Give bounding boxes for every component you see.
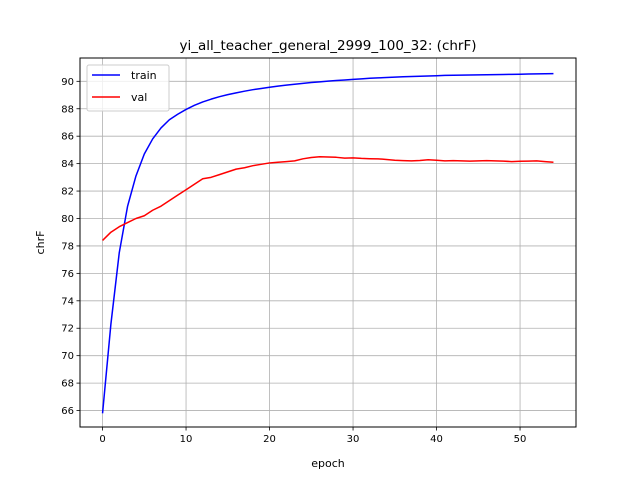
train-line <box>101 72 554 414</box>
x-axis-label: epoch <box>311 457 345 470</box>
x-tick-label: 50 <box>514 434 527 445</box>
grid <box>80 58 576 427</box>
y-tick-label: 66 <box>61 406 74 417</box>
y-tick-label: 88 <box>61 104 74 115</box>
plot-frame <box>79 57 577 428</box>
legend-box <box>86 64 170 112</box>
legend: train val <box>86 64 170 112</box>
x-tick-label: 40 <box>430 434 443 445</box>
y-tick-label: 72 <box>61 324 74 335</box>
y-tick-label: 90 <box>61 77 74 88</box>
y-tick-label: 70 <box>61 351 74 362</box>
x-tick-label: 10 <box>180 434 193 445</box>
x-tick-label: 20 <box>263 434 276 445</box>
legend-val-label: val <box>131 91 147 104</box>
y-tick-label: 74 <box>61 296 74 307</box>
x-tick-label: 0 <box>99 434 105 445</box>
y-tick-label: 84 <box>61 159 74 170</box>
y-tick-label: 82 <box>61 187 74 198</box>
y-tick-label: 80 <box>61 214 74 225</box>
y-axis-label: chrF <box>34 231 47 255</box>
x-axis: 0 10 20 30 40 50 <box>99 427 526 445</box>
y-tick-label: 76 <box>61 269 74 280</box>
series-layer <box>101 72 554 414</box>
plot-background <box>80 58 576 427</box>
y-tick-label: 78 <box>61 241 74 252</box>
y-axis: 66 68 70 72 74 76 78 80 82 84 86 88 90 <box>61 77 80 417</box>
y-tick-label: 68 <box>61 379 74 390</box>
legend-train-label: train <box>131 69 157 82</box>
val-line <box>102 156 554 241</box>
y-tick-label: 86 <box>61 132 74 143</box>
x-tick-label: 30 <box>347 434 360 445</box>
chart-title: yi_all_teacher_general_2999_100_32: (chr… <box>180 38 477 54</box>
